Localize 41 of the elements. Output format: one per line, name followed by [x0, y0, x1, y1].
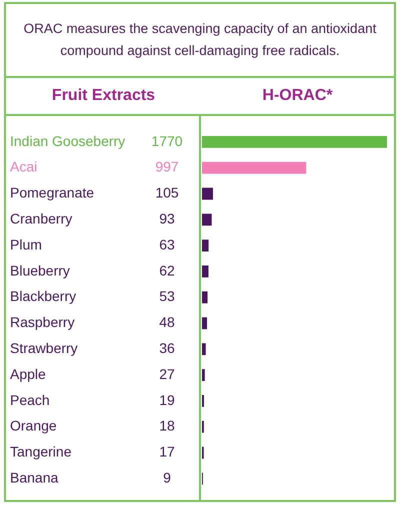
bar [202, 162, 306, 174]
bar [202, 214, 212, 226]
data-label: 27 [159, 366, 175, 382]
y-tick-label: Acai [10, 158, 38, 175]
bar [202, 265, 208, 278]
bar [202, 317, 208, 330]
data-label: 93 [159, 210, 175, 227]
y-tick-label: Banana [10, 470, 58, 486]
y-tick-label: Apple [10, 366, 46, 382]
y-tick-label: Peach [10, 392, 50, 408]
data-label: 48 [159, 314, 175, 330]
y-tick-label: Tangerine [10, 444, 72, 460]
data-label: 36 [159, 340, 175, 356]
bar [202, 343, 206, 356]
y-tick-label: Blackberry [10, 288, 76, 304]
data-label: 1770 [151, 132, 183, 149]
y-tick-label: Indian Gooseberry [10, 132, 126, 149]
bar [202, 188, 213, 200]
y-axis-title: Fruit Extracts [50, 87, 156, 105]
data-label: 53 [159, 288, 175, 304]
y-tick-label: Pomegranate [10, 184, 94, 201]
y-tick-label: Plum [10, 236, 42, 252]
data-label: 9 [163, 470, 172, 486]
y-tick-label: Cranberry [10, 210, 72, 227]
bar [202, 136, 387, 148]
bar [202, 291, 208, 304]
y-tick-label: Strawberry [10, 340, 78, 356]
y-tick-label: Raspberry [10, 314, 75, 330]
data-label: 18 [159, 418, 175, 434]
data-label: 19 [159, 392, 175, 408]
data-label: 63 [159, 236, 175, 252]
bar [202, 240, 209, 252]
x-axis-title: H-ORAC* [261, 87, 334, 105]
data-label: 997 [155, 158, 179, 175]
data-label: 62 [159, 262, 175, 278]
data-label: 17 [159, 444, 175, 460]
data-label: 105 [155, 184, 179, 201]
y-tick-label: Orange [10, 418, 57, 434]
y-tick-label: Blueberry [10, 262, 70, 278]
chart-title: ORAC measures the scavenging capacity of an antioxidant compound against cell-damaging free radicals. [22, 20, 378, 60]
bar [202, 369, 205, 382]
